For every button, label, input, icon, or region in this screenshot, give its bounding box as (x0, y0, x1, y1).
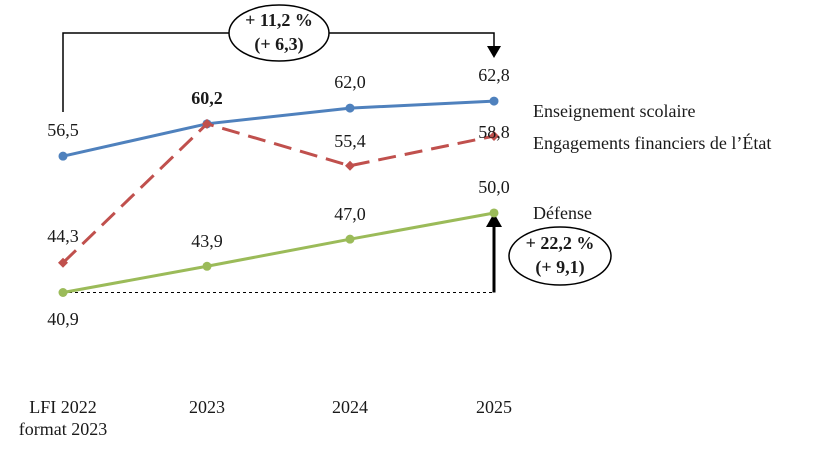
legend-enseignement-scolaire: Enseignement scolaire (533, 101, 695, 121)
data-label-engagements-financiers-de-l-etat-2: 55,4 (334, 131, 366, 151)
data-label-defense-0: 40,9 (47, 309, 79, 329)
point-enseignement-scolaire-3 (489, 96, 499, 106)
point-enseignement-scolaire-0 (58, 151, 68, 161)
point-enseignement-scolaire-2 (345, 103, 355, 113)
annotation-oval-top (228, 4, 330, 62)
point-defense-0 (58, 288, 68, 297)
data-label-engagements-financiers-de-l-etat-3: 58,8 (478, 122, 510, 142)
x-tick-label-0: LFI 2022 format 2023 (19, 397, 107, 439)
x-tick-label-2: 2024 (332, 397, 368, 417)
growth-arrowhead (486, 212, 502, 227)
data-label-enseignement-scolaire-2: 62,0 (334, 72, 366, 92)
point-defense-3 (489, 208, 499, 218)
data-label-enseignement-scolaire-0: 56,5 (47, 120, 79, 140)
data-label-defense-3: 50,0 (478, 177, 510, 197)
annotation-top-line2: (+ 6,3) (254, 34, 303, 55)
annotation-right-line1: + 22,2 % (526, 233, 595, 253)
data-label-engagements-financiers-de-l-etat-0: 44,3 (47, 226, 79, 246)
point-engagements-financiers-de-l-etat-0 (58, 257, 68, 268)
data-label-enseignement-scolaire-1: 60,2 (191, 88, 223, 108)
data-label-enseignement-scolaire-3: 62,8 (478, 65, 510, 85)
point-engagements-financiers-de-l-etat-3 (489, 131, 499, 142)
x-tick-label-1: 2023 (189, 397, 225, 417)
legend-engagements-financiers-de-l-etat: Engagements financiers de l’État (533, 132, 771, 153)
point-engagements-financiers-de-l-etat-2 (345, 160, 355, 171)
legend-defense: Défense (533, 203, 592, 223)
x-tick-label-3: 2025 (476, 397, 512, 417)
annotation-right-line2: (+ 9,1) (535, 257, 584, 278)
point-defense-2 (345, 234, 355, 244)
data-label-defense-1: 43,9 (191, 231, 223, 251)
series-line-enseignement-scolaire (62, 99, 495, 158)
data-label-defense-2: 47,0 (334, 204, 366, 224)
annotation-top-line1: + 11,2 % (245, 10, 313, 30)
annotation-oval-right (508, 226, 612, 286)
bracket-arrowhead (487, 46, 501, 58)
series-line-engagements-financiers-de-l-etat (61, 122, 495, 264)
series-line-defense (62, 211, 495, 294)
point-defense-1 (202, 261, 212, 271)
point-engagements-financiers-de-l-etat-1 (202, 118, 212, 129)
